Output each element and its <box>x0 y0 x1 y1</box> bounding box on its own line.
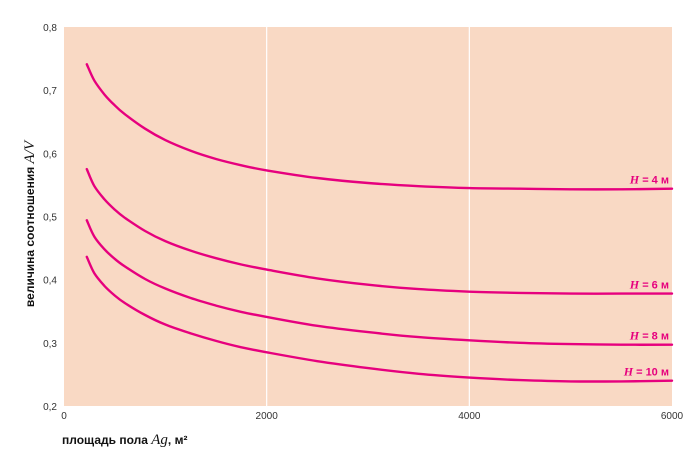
series-labels: H = 4 м H = 6 м H = 8 м H = 10 м <box>623 173 669 379</box>
y-tick-label: 0,8 <box>43 23 57 34</box>
grid-lines <box>266 27 470 406</box>
series-line-4 <box>85 255 674 383</box>
y-tick-label: 0,6 <box>43 149 57 160</box>
y-axis-title: величина соотношения A/V <box>22 139 38 307</box>
series-label-1: H = 4 м <box>629 173 669 187</box>
plot-area <box>64 27 672 406</box>
series-line-1 <box>85 63 674 191</box>
x-tick-label: 2000 <box>256 411 279 422</box>
y-tick-label: 0,3 <box>43 339 57 350</box>
y-tick-label: 0,7 <box>43 86 57 97</box>
y-tick-label: 0,2 <box>43 402 57 413</box>
x-tick-label: 0 <box>61 411 67 422</box>
series-label-3: H = 8 м <box>629 329 669 343</box>
y-tick-label: 0,4 <box>43 276 57 287</box>
series-label-4: H = 10 м <box>623 365 669 379</box>
x-axis-title: площадь пола Ag, м² <box>62 432 187 448</box>
y-tick-label: 0,5 <box>43 213 57 224</box>
x-axis-ticks: 0 2000 4000 6000 <box>61 411 683 422</box>
series-line-3 <box>85 219 674 346</box>
x-tick-label: 4000 <box>458 411 481 422</box>
x-tick-label: 6000 <box>661 411 684 422</box>
series-line-2 <box>85 167 674 295</box>
series-layer <box>85 63 674 383</box>
y-axis-ticks: 0,2 0,3 0,4 0,5 0,6 0,7 0,8 <box>43 23 57 413</box>
series-label-2: H = 6 м <box>629 278 669 292</box>
